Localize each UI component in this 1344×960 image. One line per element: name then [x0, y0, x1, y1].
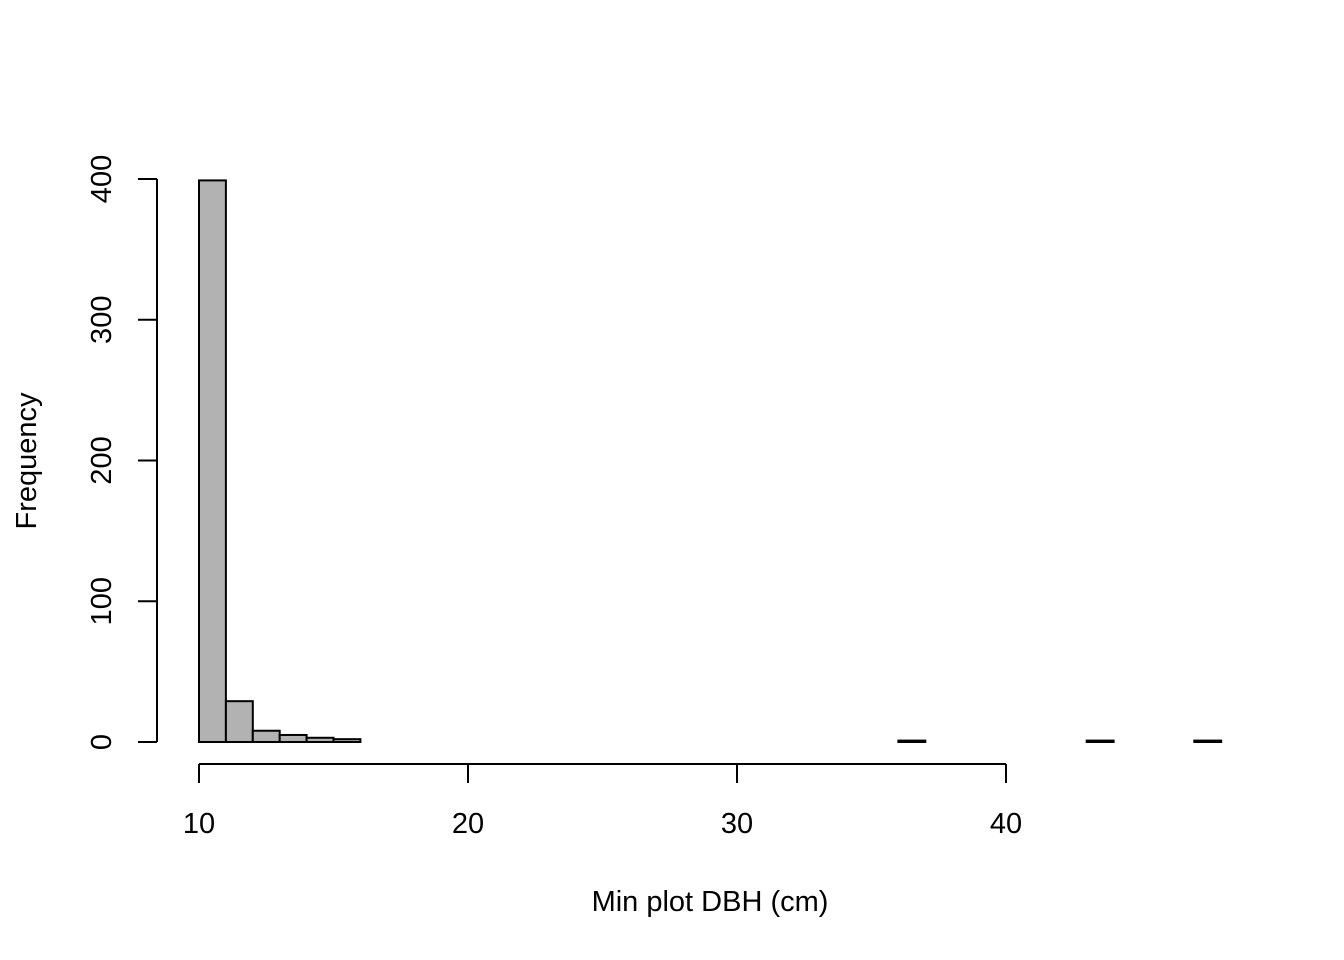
histogram-bar-5	[332, 738, 362, 743]
histogram-bar-4	[305, 736, 335, 744]
x-tick-label-10: 10	[183, 808, 215, 840]
y-axis: 0 100 200 300 400	[86, 155, 158, 750]
histogram-bar-33	[1085, 739, 1115, 744]
x-tick-label-20: 20	[452, 808, 484, 840]
histogram-bar-37	[1193, 739, 1223, 744]
histogram-bar-0	[198, 179, 227, 744]
histogram-bar-1	[224, 700, 254, 743]
bars-group	[198, 179, 1223, 744]
x-tick-label-40: 40	[990, 808, 1022, 840]
histogram-bar-3	[278, 733, 308, 744]
x-tick-label-30: 30	[721, 808, 753, 840]
y-axis-title: Frequency	[11, 392, 43, 530]
x-axis-title: Min plot DBH (cm)	[592, 886, 829, 918]
y-tick-label-100: 100	[86, 577, 118, 625]
x-axis: 10 20 30 40	[183, 763, 1022, 840]
y-tick-label-400: 400	[86, 155, 118, 203]
y-tick-label-200: 200	[86, 436, 118, 484]
histogram-bar-2	[251, 729, 281, 743]
y-tick-label-0: 0	[86, 734, 118, 750]
histogram-bar-26	[897, 739, 927, 744]
y-tick-label-300: 300	[86, 296, 118, 344]
